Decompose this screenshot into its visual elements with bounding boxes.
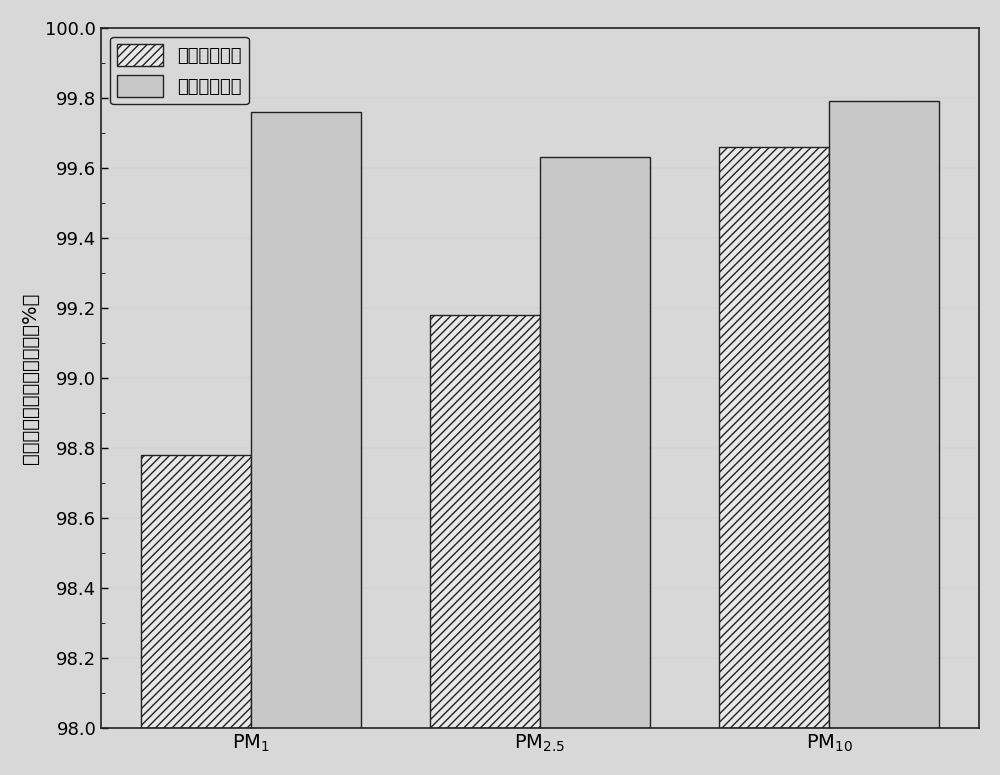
Bar [719,147,829,728]
Legend: 设计参数运行, 最优策略运行: 设计参数运行, 最优策略运行 [110,37,249,105]
Bar [141,455,251,728]
Bar [540,157,650,728]
Bar [829,102,939,728]
Bar [430,315,540,728]
Y-axis label: 微细颟粒物分级脱除效率（%）: 微细颟粒物分级脱除效率（%） [21,292,40,463]
Bar [251,112,361,728]
